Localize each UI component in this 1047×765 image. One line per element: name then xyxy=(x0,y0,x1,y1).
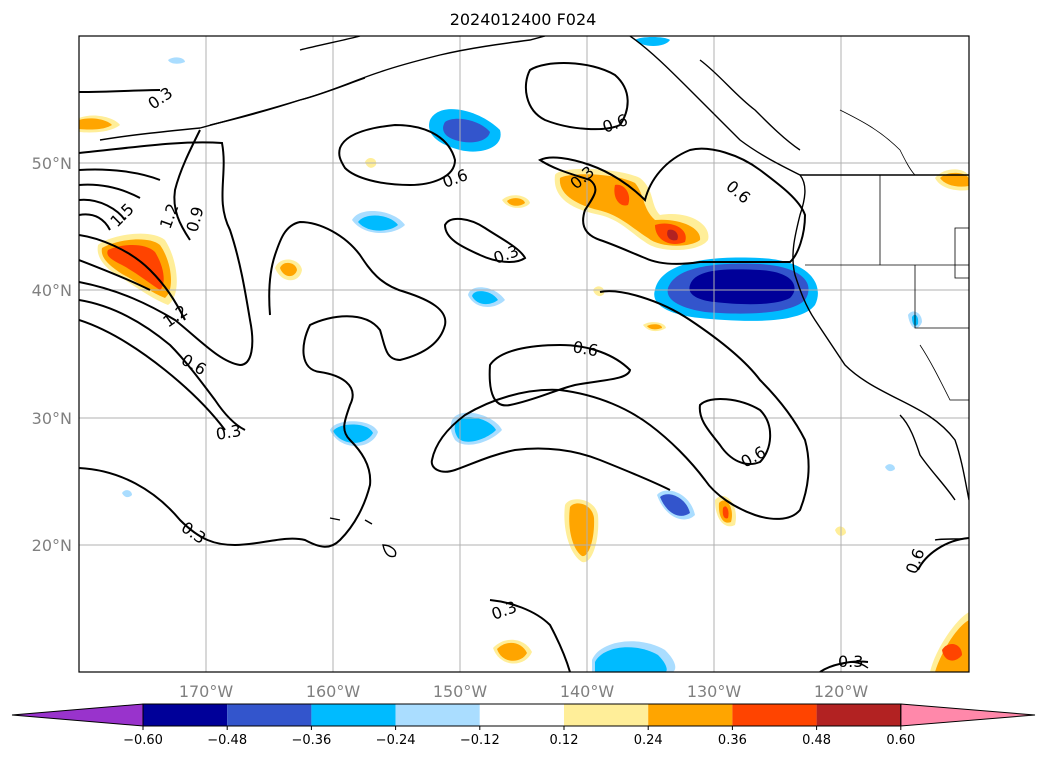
colorbar-segment xyxy=(143,704,228,726)
colorbar-tick-label: 0.60 xyxy=(886,733,915,748)
colorbar-segment xyxy=(564,704,649,726)
lat-label: 50°N xyxy=(32,154,72,173)
lon-label: 150°W xyxy=(433,682,488,701)
anomaly-fills xyxy=(79,37,969,672)
map-title: 2024012400 F024 xyxy=(450,10,597,29)
colorbar: −0.60 −0.48 −0.36 −0.24 −0.12 0.12 0.24 0.36 0.4… xyxy=(11,703,1036,748)
colorbar-outline xyxy=(142,703,902,727)
longitude-labels: 170°W 160°W 150°W 140°W 130°W 120°W xyxy=(179,682,869,701)
colorbar-segment xyxy=(648,704,733,726)
lat-label: 30°N xyxy=(32,409,72,428)
lon-label: 170°W xyxy=(179,682,234,701)
colorbar-tick-label: 0.48 xyxy=(802,733,831,748)
colorbar-tick-label: 0.12 xyxy=(550,733,579,748)
borders xyxy=(800,109,969,401)
lat-label: 20°N xyxy=(32,536,72,555)
colorbar-segment xyxy=(732,704,817,726)
contour-label: 0.3 xyxy=(838,652,863,671)
contour-label: 0.6 xyxy=(571,337,599,360)
contour-label: 0.3 xyxy=(214,421,242,444)
lon-label: 120°W xyxy=(814,682,869,701)
colorbar-extend-min xyxy=(11,703,144,727)
colorbar-segment xyxy=(227,704,312,726)
lon-label: 140°W xyxy=(560,682,615,701)
lon-label: 130°W xyxy=(687,682,742,701)
colorbar-tick-label: −0.48 xyxy=(207,733,247,748)
lon-label: 160°W xyxy=(306,682,361,701)
latitude-labels: 50°N 40°N 30°N 20°N xyxy=(32,154,72,555)
contour-lines xyxy=(79,62,969,672)
colorbar-extend-max xyxy=(900,703,1036,727)
lat-label: 40°N xyxy=(32,281,72,300)
map-panel: 0.3 0.6 0.6 0.3 0.6 0.6 0.3 1.5 1.2 0.9 … xyxy=(78,35,970,673)
colorbar-tick-label: −0.36 xyxy=(291,733,331,748)
colorbar-segment xyxy=(395,704,480,726)
colorbar-tick-label: 0.24 xyxy=(634,733,663,748)
colorbar-segment xyxy=(816,704,901,726)
colorbar-tick-label: −0.12 xyxy=(460,733,500,748)
colorbar-segment xyxy=(479,704,564,726)
colorbar-tick-label: −0.60 xyxy=(123,733,163,748)
colorbar-tick-label: −0.24 xyxy=(376,733,416,748)
coastlines xyxy=(99,36,969,669)
colorbar-segment xyxy=(311,704,396,726)
colorbar-tick-label: 0.36 xyxy=(718,733,747,748)
map-background xyxy=(79,36,969,672)
map-frame xyxy=(78,35,970,673)
